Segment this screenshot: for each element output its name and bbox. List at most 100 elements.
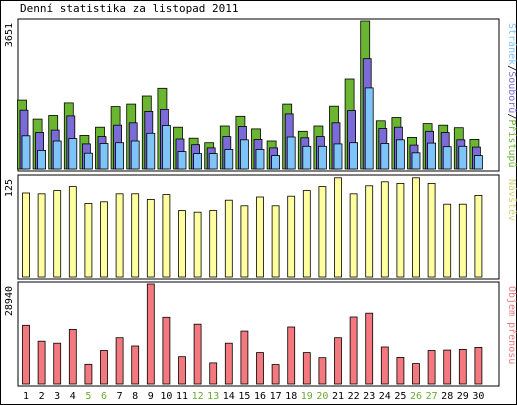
panel-visits-max-label: 125 [4, 179, 15, 197]
bar-navstev-26 [412, 177, 420, 278]
bar-objem-prenosu-6 [100, 350, 108, 385]
bar-stranek-23 [364, 87, 374, 170]
bar-stranek-20 [317, 145, 327, 170]
bar-objem-prenosu-30 [474, 346, 483, 385]
bar-stranek-7 [115, 142, 124, 170]
bar-objem-prenosu-28 [443, 349, 452, 385]
bar-objem-prenosu-5 [84, 363, 93, 385]
panel-volume-legend: Objem přenosu [506, 286, 517, 364]
bar-navstev-10 [162, 194, 171, 278]
bar-stranek-13 [208, 153, 218, 170]
bar-stranek-29 [458, 145, 468, 170]
bar-stranek-9 [146, 132, 156, 170]
bar-objem-prenosu-21 [334, 337, 342, 385]
bar-stranek-6 [99, 143, 109, 170]
bar-objem-prenosu-15 [240, 330, 249, 385]
bar-navstev-22 [349, 193, 358, 278]
x-tick-label-17: 17 [270, 391, 282, 402]
bar-stranek-11 [177, 151, 187, 170]
bar-stranek-2 [37, 149, 46, 170]
bar-navstev-29 [458, 203, 467, 278]
x-tick-label-21: 21 [332, 391, 344, 402]
x-tick-label-28: 28 [441, 391, 453, 402]
bar-objem-prenosu-10 [162, 316, 171, 385]
bar-objem-prenosu-8 [131, 345, 140, 385]
bar-stranek-16 [255, 149, 265, 170]
bar-stranek-3 [52, 140, 62, 170]
bar-navstev-13 [209, 210, 218, 278]
bar-navstev-3 [53, 190, 62, 278]
x-tick-label-7: 7 [117, 391, 123, 402]
x-tick-label-10: 10 [160, 391, 172, 402]
bar-navstev-24 [380, 181, 389, 278]
bar-navstev-8 [131, 193, 140, 278]
x-tick-label-24: 24 [379, 391, 391, 402]
x-tick-label-11: 11 [176, 391, 188, 402]
bar-objem-prenosu-16 [256, 352, 264, 385]
x-tick-label-29: 29 [457, 391, 469, 402]
bar-navstev-1 [22, 192, 30, 278]
bar-objem-prenosu-20 [318, 357, 327, 385]
bar-stranek-25 [395, 139, 405, 170]
bar-stranek-8 [130, 140, 140, 170]
x-tick-label-25: 25 [394, 391, 406, 402]
bar-stranek-27 [427, 142, 437, 170]
x-tick-label-12: 12 [192, 391, 204, 402]
bar-stranek-10 [161, 125, 171, 170]
bar-objem-prenosu-13 [209, 362, 218, 385]
x-tick-label-26: 26 [410, 391, 422, 402]
legend-separator: / [506, 113, 517, 119]
x-tick-label-22: 22 [348, 391, 360, 402]
x-tick-label-6: 6 [101, 391, 107, 402]
x-tick-label-18: 18 [285, 391, 297, 402]
bar-navstev-16 [256, 196, 264, 278]
bar-objem-prenosu-7 [115, 337, 124, 385]
bar-stranek-24 [380, 143, 390, 170]
bar-navstev-12 [193, 211, 202, 278]
bar-objem-prenosu-4 [68, 328, 77, 385]
bar-stranek-1 [21, 135, 31, 170]
panel-traffic-legend: Stránek/Souborů/Přístupů [506, 23, 517, 168]
bar-objem-prenosu-24 [380, 346, 389, 385]
bar-objem-prenosu-2 [37, 340, 46, 385]
bar-navstev-25 [396, 182, 405, 278]
bar-objem-prenosu-3 [53, 342, 62, 385]
bar-navstev-9 [146, 198, 155, 278]
x-tick-label-23: 23 [363, 391, 375, 402]
bar-objem-prenosu-26 [412, 363, 420, 385]
x-tick-label-5: 5 [85, 391, 91, 402]
bar-navstev-5 [84, 202, 93, 278]
bar-navstev-11 [178, 210, 186, 278]
bar-navstev-14 [224, 199, 233, 278]
bar-objem-prenosu-25 [396, 356, 405, 385]
bar-navstev-6 [100, 201, 108, 278]
bar-objem-prenosu-9 [146, 283, 155, 385]
bar-objem-prenosu-11 [178, 356, 186, 385]
x-tick-label-2: 2 [39, 391, 45, 402]
bar-objem-prenosu-23 [365, 312, 374, 385]
bar-stranek-12 [193, 153, 203, 170]
bar-navstev-7 [115, 193, 124, 278]
x-tick-label-9: 9 [148, 391, 154, 402]
x-tick-label-3: 3 [54, 391, 60, 402]
bar-stranek-22 [349, 142, 359, 170]
bar-stranek-17 [271, 155, 281, 170]
panel-visits-legend: Návštěv [506, 179, 517, 221]
x-tick-label-1: 1 [23, 391, 29, 402]
x-tick-label-8: 8 [132, 391, 138, 402]
panel-traffic-max-label: 3651 [4, 23, 15, 47]
legend-souboru: Souborů [506, 71, 517, 113]
bar-objem-prenosu-1 [22, 324, 30, 385]
bar-stranek-15 [239, 139, 249, 170]
bar-navstev-17 [271, 205, 280, 278]
bar-stranek-18 [286, 136, 296, 170]
chart-title: Denní statistika za listopad 2011 [20, 2, 239, 15]
x-tick-label-16: 16 [254, 391, 266, 402]
bar-navstev-19 [302, 190, 311, 278]
bar-navstev-30 [474, 194, 483, 278]
bar-stranek-4 [68, 138, 78, 170]
bar-navstev-20 [318, 186, 327, 278]
bar-objem-prenosu-18 [287, 326, 296, 385]
bar-objem-prenosu-29 [458, 348, 467, 385]
bar-stranek-14 [224, 149, 234, 170]
